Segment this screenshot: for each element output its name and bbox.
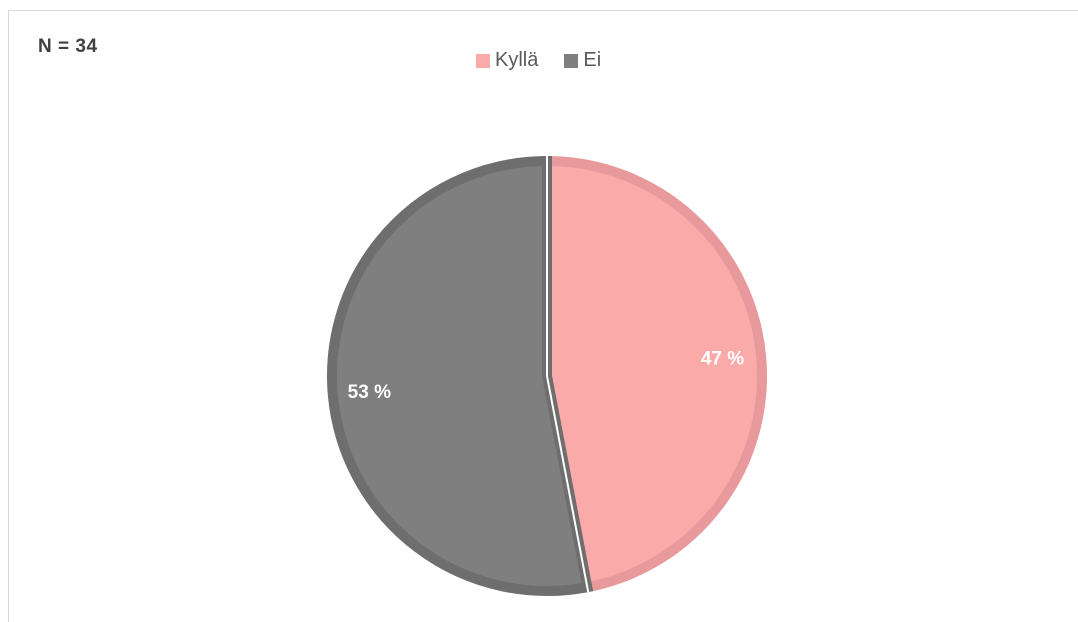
legend-label-kylla: Kyllä	[495, 49, 539, 71]
legend-label-ei: Ei	[583, 49, 602, 71]
legend-swatch-kylla	[476, 53, 490, 68]
pie-slice-kylla	[542, 155, 767, 594]
data-label-kylla: 47 %	[701, 348, 744, 369]
pie-data-labels: 47 % 53 %	[348, 348, 745, 402]
legend-item-ei: Ei	[564, 49, 601, 72]
pie-slice-ei	[327, 155, 594, 596]
data-label-ei: 53 %	[348, 382, 391, 403]
sample-size-label: N = 34	[38, 36, 98, 57]
chart-frame	[8, 10, 1078, 622]
legend-item-kylla: Kyllä	[476, 49, 538, 72]
chart-legend: Kyllä Ei	[476, 49, 627, 72]
slice-separator	[546, 375, 590, 593]
pie-slices	[327, 155, 767, 596]
legend-swatch-ei	[564, 53, 579, 68]
